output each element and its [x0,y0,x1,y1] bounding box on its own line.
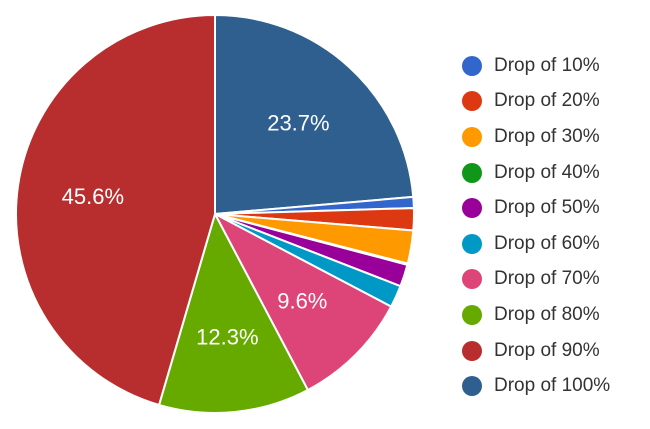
pie-slice-labels: 23.7% 9.6% 12.3% 45.6% [62,111,330,350]
legend-swatch-icon [462,198,482,219]
pie-slice-drop-of-80[interactable] [157,211,310,414]
legend-label: Drop of 50% [494,197,600,219]
legend-label: Drop of 70% [494,268,600,290]
legend-swatch-icon [462,126,482,147]
legend-swatch-icon [462,233,482,254]
legend-label: Drop of 90% [494,339,600,361]
legend-label: Drop of 40% [494,161,600,183]
pie-slice-drop-of-70[interactable] [212,211,393,392]
legend-swatch-icon [462,304,482,325]
legend-item[interactable]: Drop of 10% [462,48,610,84]
legend-item[interactable]: Drop of 90% [462,333,610,369]
pie-slice-value-label: 12.3% [196,324,258,349]
legend-swatch-icon [462,55,482,76]
pie-slice-drop-of-90[interactable] [15,13,216,407]
legend-label: Drop of 80% [494,303,600,325]
legend-label: Drop of 60% [494,232,600,254]
legend-item[interactable]: Drop of 40% [462,155,610,191]
pie-slice-value-label: 9.6% [277,289,327,314]
legend-item[interactable]: Drop of 70% [462,262,610,298]
legend-label: Drop of 100% [494,375,611,397]
legend-swatch-icon [462,162,482,183]
legend-item[interactable]: Drop of 80% [462,297,610,333]
chart-legend: Drop of 10% Drop of 20% Drop of 30% Drop of… [462,48,610,404]
pie-slice-value-label: 45.6% [62,184,124,209]
legend-item[interactable]: Drop of 20% [462,84,610,120]
legend-swatch-icon [462,340,482,361]
legend-label: Drop of 10% [494,54,600,76]
pie-slice-value-label: 23.7% [267,111,329,136]
legend-label: Drop of 20% [494,90,600,112]
legend-swatch-icon [462,269,482,290]
legend-item[interactable]: Drop of 30% [462,119,610,155]
legend-item[interactable]: Drop of 100% [462,368,610,404]
legend-item[interactable]: Drop of 60% [462,226,610,262]
legend-swatch-icon [462,376,482,397]
legend-label: Drop of 30% [494,125,600,147]
pie-slices [15,13,415,414]
legend-swatch-icon [462,91,482,112]
pie-slice-drop-of-100[interactable] [214,13,415,216]
legend-item[interactable]: Drop of 50% [462,190,610,226]
